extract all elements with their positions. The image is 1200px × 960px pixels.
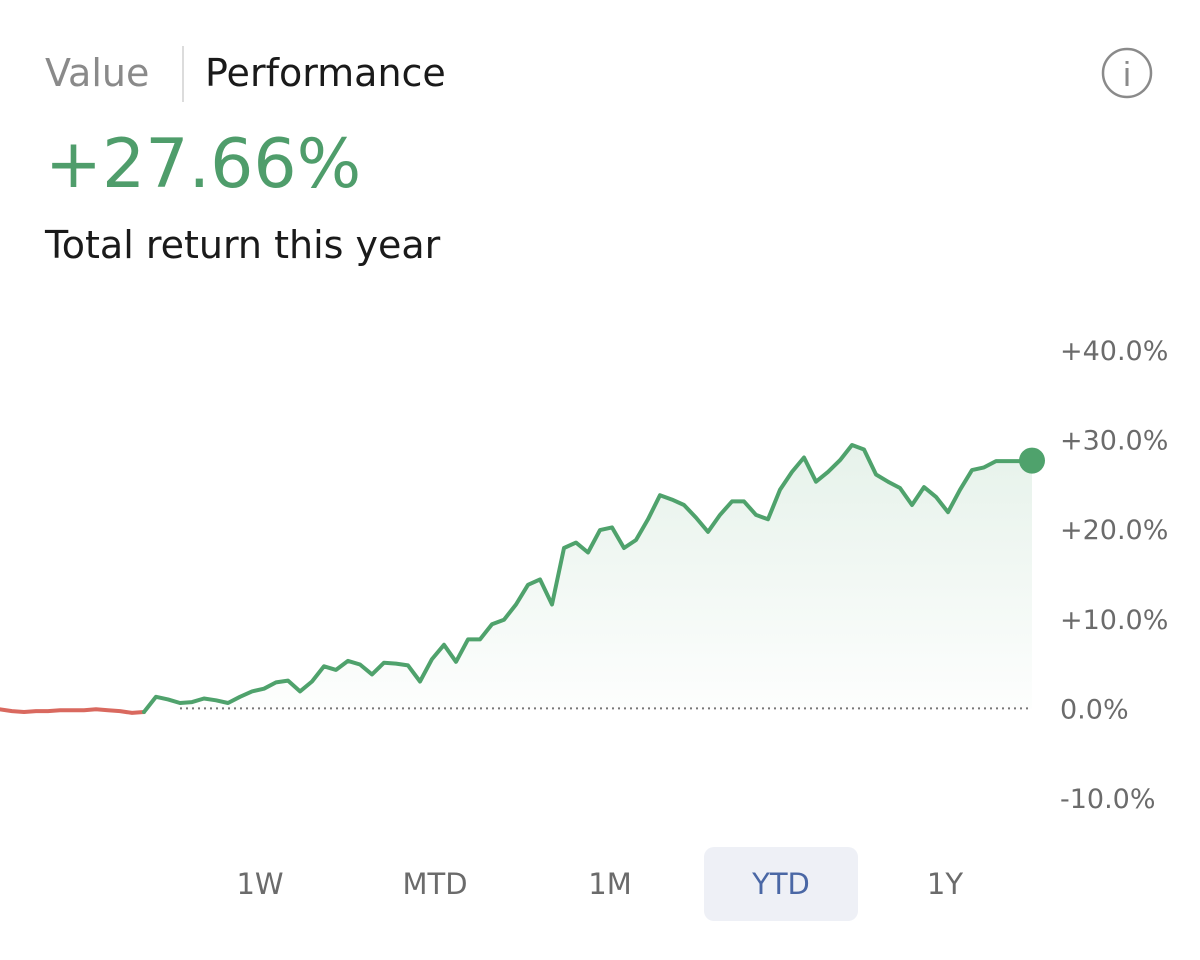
tab-performance[interactable]: Performance [205,51,446,95]
y-tick-label: -10.0% [1060,784,1156,815]
range-button-label: MTD [402,867,467,901]
range-button-label: 1W [236,867,283,901]
range-button-bg [704,847,858,921]
headline: +27.66% [45,125,361,204]
info-icon: i [1123,56,1131,94]
range-button[interactable]: 1Y [927,867,963,901]
y-tick-label: +20.0% [1060,515,1168,546]
y-tick-label: +30.0% [1060,426,1168,457]
range-button[interactable]: MTD [402,867,467,901]
info-button[interactable]: i [1101,47,1153,99]
range-button[interactable]: 1W [236,867,283,901]
range-buttons: 1W MTD 1M YTD 1Y [236,847,963,921]
y-tick-label: +10.0% [1060,605,1168,636]
info-circle [1101,47,1153,99]
range-button-label: YTD [751,867,810,901]
range-button-label: 1Y [927,867,963,901]
series-line [142,443,1034,714]
subtitle: Total return this year [44,223,441,267]
y-tick-label: +40.0% [1060,336,1168,367]
range-button[interactable]: YTD [704,847,858,921]
range-button-label: 1M [588,867,631,901]
end-point [1019,447,1045,474]
area-fill [144,445,1032,712]
series-line [0,707,146,715]
range-button[interactable]: 1M [588,867,631,901]
y-tick-label: 0.0% [1060,694,1129,725]
chart: -10.0% 0.0% +10.0% +20.0% +30.0% +40.0% [0,336,1168,815]
tab-value[interactable]: Value [45,51,149,95]
